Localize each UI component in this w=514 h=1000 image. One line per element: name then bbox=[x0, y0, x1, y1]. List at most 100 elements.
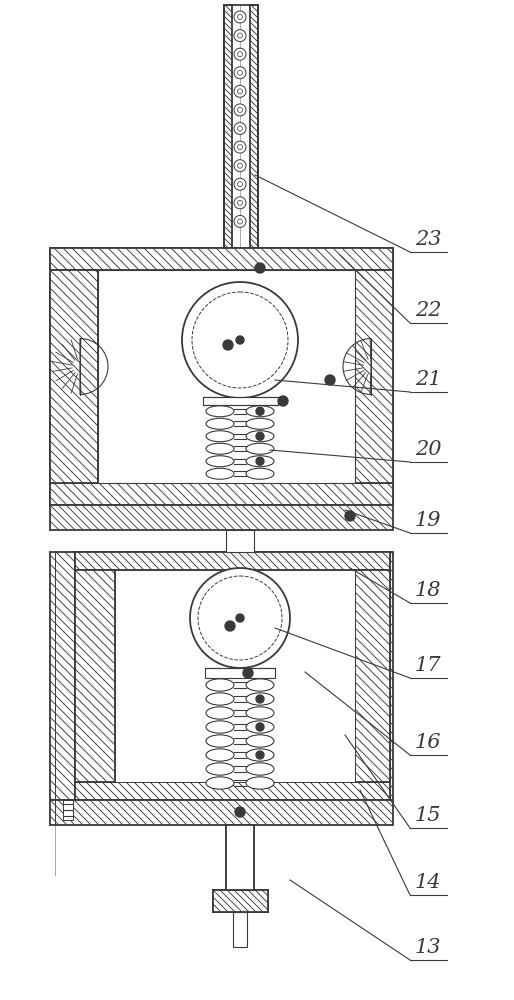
Circle shape bbox=[234, 178, 246, 190]
Ellipse shape bbox=[206, 707, 234, 719]
Circle shape bbox=[236, 614, 244, 622]
Circle shape bbox=[237, 14, 243, 19]
Text: 20: 20 bbox=[415, 440, 442, 459]
Circle shape bbox=[255, 263, 265, 273]
Circle shape bbox=[237, 107, 243, 112]
Circle shape bbox=[237, 126, 243, 131]
Bar bbox=[203, 397, 278, 405]
Circle shape bbox=[234, 11, 246, 23]
Bar bbox=[50, 483, 393, 505]
Text: 13: 13 bbox=[415, 938, 442, 957]
Circle shape bbox=[256, 723, 264, 731]
Bar bbox=[355, 270, 393, 483]
Ellipse shape bbox=[246, 763, 274, 775]
Bar bbox=[213, 890, 268, 912]
Circle shape bbox=[325, 375, 335, 385]
Circle shape bbox=[237, 200, 243, 205]
Bar bbox=[63, 800, 73, 820]
Ellipse shape bbox=[206, 406, 234, 417]
Text: 23: 23 bbox=[415, 230, 442, 249]
Bar bbox=[115, 570, 355, 782]
Ellipse shape bbox=[206, 443, 234, 454]
Ellipse shape bbox=[206, 735, 234, 747]
Ellipse shape bbox=[246, 777, 274, 789]
Ellipse shape bbox=[246, 679, 274, 691]
Bar bbox=[246, 825, 254, 890]
Bar bbox=[75, 552, 390, 570]
Text: 16: 16 bbox=[415, 733, 442, 752]
Text: 17: 17 bbox=[415, 656, 442, 675]
Bar bbox=[213, 890, 268, 912]
Bar bbox=[233, 912, 247, 947]
Circle shape bbox=[234, 215, 246, 227]
Circle shape bbox=[237, 33, 243, 38]
Text: 19: 19 bbox=[415, 511, 442, 530]
Ellipse shape bbox=[206, 468, 234, 479]
Ellipse shape bbox=[206, 763, 234, 775]
Ellipse shape bbox=[246, 721, 274, 733]
Circle shape bbox=[234, 104, 246, 116]
Ellipse shape bbox=[206, 777, 234, 789]
Bar bbox=[75, 570, 115, 782]
Text: 22: 22 bbox=[415, 301, 442, 320]
Ellipse shape bbox=[206, 721, 234, 733]
Circle shape bbox=[237, 219, 243, 224]
Bar bbox=[75, 552, 390, 800]
Circle shape bbox=[225, 621, 235, 631]
Circle shape bbox=[234, 197, 246, 209]
Ellipse shape bbox=[206, 431, 234, 442]
Ellipse shape bbox=[246, 431, 274, 442]
Circle shape bbox=[256, 457, 264, 465]
Ellipse shape bbox=[206, 693, 234, 705]
Bar bbox=[224, 5, 232, 248]
Circle shape bbox=[237, 182, 243, 187]
Bar bbox=[50, 505, 393, 530]
Circle shape bbox=[237, 163, 243, 168]
Circle shape bbox=[235, 807, 245, 817]
Circle shape bbox=[256, 432, 264, 440]
Circle shape bbox=[278, 396, 288, 406]
Bar bbox=[50, 248, 393, 270]
Circle shape bbox=[237, 70, 243, 75]
Circle shape bbox=[236, 336, 244, 344]
Ellipse shape bbox=[206, 456, 234, 467]
Circle shape bbox=[256, 695, 264, 703]
Circle shape bbox=[234, 67, 246, 79]
Circle shape bbox=[243, 668, 253, 678]
Bar bbox=[50, 270, 98, 483]
Circle shape bbox=[256, 407, 264, 415]
Ellipse shape bbox=[246, 406, 274, 417]
Bar bbox=[250, 5, 258, 248]
Text: 21: 21 bbox=[415, 370, 442, 389]
Ellipse shape bbox=[246, 735, 274, 747]
Circle shape bbox=[345, 511, 355, 521]
Text: 14: 14 bbox=[415, 873, 442, 892]
Bar bbox=[226, 530, 254, 552]
Circle shape bbox=[234, 122, 246, 134]
Text: 15: 15 bbox=[415, 806, 442, 825]
Text: 18: 18 bbox=[415, 581, 442, 600]
Circle shape bbox=[237, 52, 243, 57]
Circle shape bbox=[234, 160, 246, 172]
Ellipse shape bbox=[246, 749, 274, 761]
Ellipse shape bbox=[206, 679, 234, 691]
Circle shape bbox=[237, 145, 243, 150]
Circle shape bbox=[223, 340, 233, 350]
Bar bbox=[50, 248, 393, 505]
Ellipse shape bbox=[246, 693, 274, 705]
Ellipse shape bbox=[246, 443, 274, 454]
Ellipse shape bbox=[246, 418, 274, 429]
Bar bbox=[355, 570, 390, 782]
Circle shape bbox=[234, 85, 246, 97]
Circle shape bbox=[182, 282, 298, 398]
Bar bbox=[226, 825, 234, 890]
Ellipse shape bbox=[206, 749, 234, 761]
Circle shape bbox=[256, 751, 264, 759]
Circle shape bbox=[234, 48, 246, 60]
Ellipse shape bbox=[206, 418, 234, 429]
Ellipse shape bbox=[246, 456, 274, 467]
Bar bbox=[98, 270, 355, 483]
Circle shape bbox=[190, 568, 290, 668]
Circle shape bbox=[234, 30, 246, 42]
Circle shape bbox=[234, 141, 246, 153]
